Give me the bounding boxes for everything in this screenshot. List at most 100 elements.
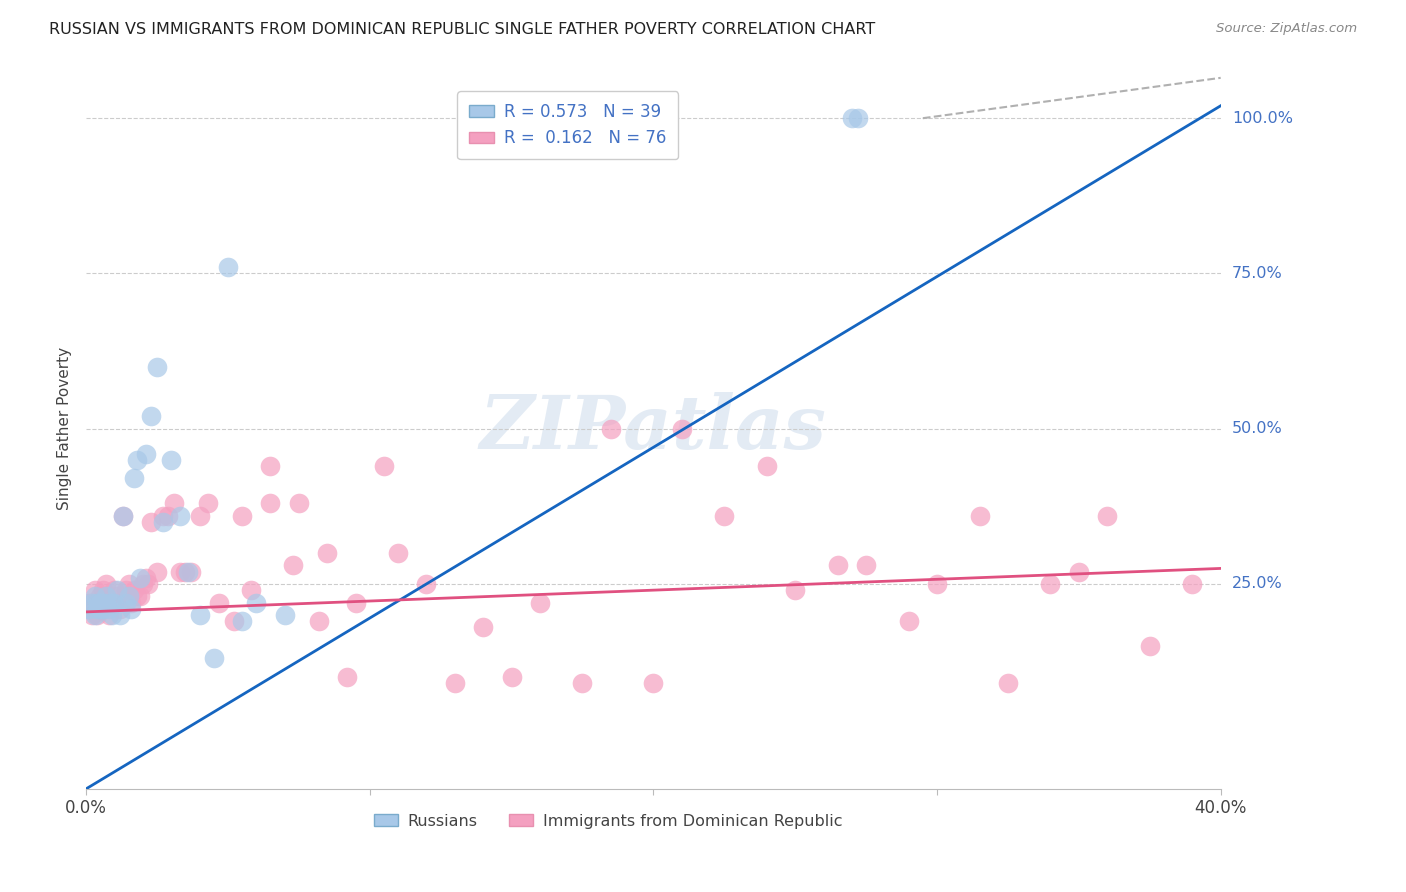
- Point: [1067, 565, 1090, 579]
- Point: [599, 422, 621, 436]
- Text: 100.0%: 100.0%: [1232, 111, 1294, 126]
- Point: [135, 446, 157, 460]
- Point: [713, 508, 735, 523]
- Text: 75.0%: 75.0%: [1232, 266, 1282, 281]
- Point: [217, 260, 239, 275]
- Point: [91, 583, 114, 598]
- Point: [129, 571, 152, 585]
- Point: [129, 590, 152, 604]
- Point: [197, 496, 219, 510]
- Point: [671, 422, 693, 436]
- Point: [97, 607, 120, 622]
- Point: [1039, 577, 1062, 591]
- Point: [239, 583, 262, 598]
- Point: [132, 577, 155, 591]
- Point: [117, 577, 139, 591]
- Point: [188, 508, 211, 523]
- Point: [273, 607, 295, 622]
- Point: [91, 596, 114, 610]
- Point: [141, 409, 163, 424]
- Point: [83, 583, 105, 598]
- Point: [259, 458, 281, 473]
- Point: [127, 590, 149, 604]
- Text: ZIPatlas: ZIPatlas: [479, 392, 827, 465]
- Point: [91, 601, 114, 615]
- Point: [897, 614, 920, 628]
- Point: [120, 596, 142, 610]
- Point: [141, 515, 163, 529]
- Point: [103, 596, 125, 610]
- Point: [108, 601, 131, 615]
- Point: [785, 583, 807, 598]
- Point: [83, 607, 105, 622]
- Point: [1095, 508, 1118, 523]
- Point: [120, 601, 142, 615]
- Point: [77, 596, 100, 610]
- Point: [281, 558, 304, 573]
- Point: [89, 601, 111, 615]
- Point: [127, 452, 149, 467]
- Point: [157, 508, 180, 523]
- Point: [89, 590, 111, 604]
- Point: [94, 590, 117, 604]
- Point: [146, 565, 169, 579]
- Point: [94, 590, 117, 604]
- Text: RUSSIAN VS IMMIGRANTS FROM DOMINICAN REPUBLIC SINGLE FATHER POVERTY CORRELATION : RUSSIAN VS IMMIGRANTS FROM DOMINICAN REP…: [49, 22, 876, 37]
- Point: [138, 577, 160, 591]
- Point: [97, 601, 120, 615]
- Point: [86, 607, 108, 622]
- Point: [100, 607, 122, 622]
- Point: [100, 596, 122, 610]
- Point: [103, 583, 125, 598]
- Point: [86, 601, 108, 615]
- Point: [1181, 577, 1204, 591]
- Point: [124, 583, 146, 598]
- Point: [202, 651, 225, 665]
- Point: [997, 676, 1019, 690]
- Point: [174, 565, 197, 579]
- Point: [415, 577, 437, 591]
- Point: [443, 676, 465, 690]
- Point: [571, 676, 593, 690]
- Point: [105, 590, 128, 604]
- Point: [855, 558, 877, 573]
- Point: [344, 596, 367, 610]
- Point: [472, 620, 495, 634]
- Point: [108, 607, 131, 622]
- Point: [316, 546, 339, 560]
- Point: [89, 601, 111, 615]
- Point: [501, 670, 523, 684]
- Point: [103, 596, 125, 610]
- Point: [177, 565, 200, 579]
- Point: [969, 508, 991, 523]
- Point: [755, 458, 778, 473]
- Point: [169, 508, 191, 523]
- Point: [146, 359, 169, 374]
- Point: [180, 565, 202, 579]
- Point: [83, 590, 105, 604]
- Point: [925, 577, 948, 591]
- Point: [529, 596, 551, 610]
- Point: [86, 596, 108, 610]
- Point: [86, 596, 108, 610]
- Point: [124, 471, 146, 485]
- Text: Source: ZipAtlas.com: Source: ZipAtlas.com: [1216, 22, 1357, 36]
- Point: [77, 601, 100, 615]
- Point: [100, 596, 122, 610]
- Point: [373, 458, 395, 473]
- Point: [259, 496, 281, 510]
- Point: [117, 590, 139, 604]
- Point: [643, 676, 665, 690]
- Y-axis label: Single Father Poverty: Single Father Poverty: [58, 347, 72, 510]
- Point: [80, 596, 103, 610]
- Point: [94, 577, 117, 591]
- Point: [841, 112, 863, 126]
- Point: [111, 508, 134, 523]
- Point: [152, 515, 174, 529]
- Point: [135, 571, 157, 585]
- Point: [169, 565, 191, 579]
- Point: [83, 596, 105, 610]
- Text: 50.0%: 50.0%: [1232, 421, 1282, 436]
- Text: 25.0%: 25.0%: [1232, 576, 1282, 591]
- Point: [163, 496, 186, 510]
